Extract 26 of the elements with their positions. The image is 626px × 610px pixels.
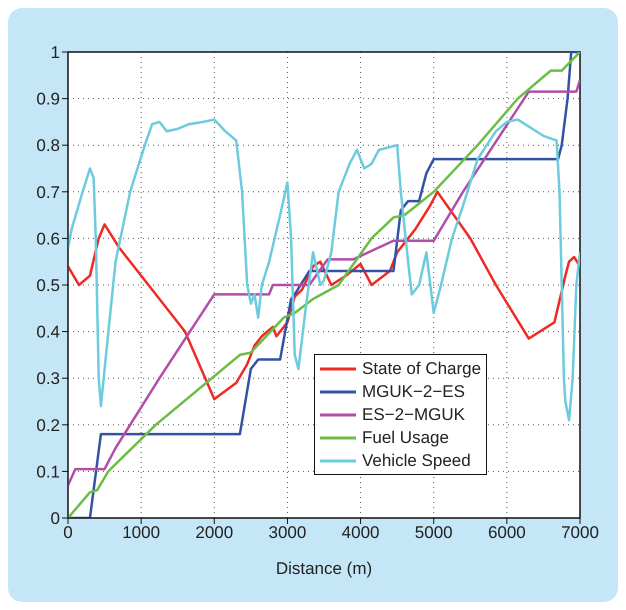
y-tick-label: 1	[50, 43, 60, 62]
x-tick-label: 2000	[195, 523, 234, 542]
legend-label: ES−2−MGUK	[362, 404, 465, 424]
y-tick-label: 0.8	[36, 136, 60, 156]
y-tick-label: 0.1	[36, 462, 60, 482]
legend-label: Fuel Usage	[362, 428, 449, 448]
x-axis-title: Distance (m)	[276, 559, 372, 578]
x-tick-label: 6000	[488, 523, 526, 542]
line-series	[68, 118, 580, 422]
x-tick-label: 5000	[414, 523, 453, 542]
y-tick-label: 0.4	[36, 322, 60, 342]
legend-label: MGUK−2−ES	[362, 382, 465, 402]
y-tick-label: 0.7	[36, 182, 60, 202]
y-tick-label: 0	[50, 509, 60, 528]
x-tick-label: 1000	[122, 523, 160, 542]
x-tick-label: 4000	[342, 523, 380, 542]
x-tick-label: 7000	[561, 523, 599, 542]
x-tick-label: 3000	[268, 523, 306, 542]
legend-label: Vehicle Speed	[362, 450, 471, 470]
x-tick-label: 0	[63, 523, 73, 542]
legend-label: State of Charge	[362, 358, 482, 378]
y-tick-label: 0.9	[36, 90, 60, 109]
y-tick-label: 0.3	[36, 369, 60, 388]
y-tick-label: 0.5	[36, 276, 60, 296]
y-tick-label: 0.6	[36, 229, 60, 248]
y-tick-label: 0.2	[36, 416, 60, 435]
